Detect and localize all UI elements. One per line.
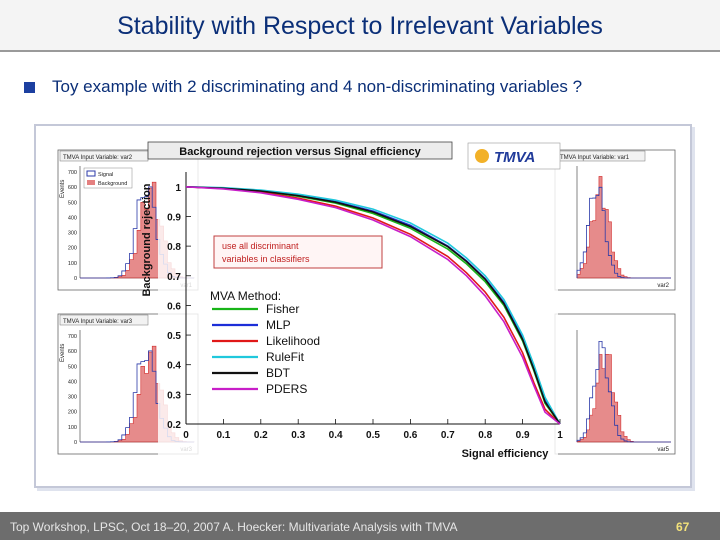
roc-legend-label-pders: PDERS: [266, 382, 307, 396]
hist-y-tick-label: 700: [68, 334, 77, 340]
signal-legend-swatch: [86, 170, 96, 177]
hist-y-tick-label: 300: [68, 395, 77, 401]
signal-histogram: [576, 340, 671, 443]
hist-y-tick-label: 700: [68, 170, 77, 176]
hist-legend-signal: Signal: [98, 172, 113, 178]
roc-legend-label-fisher: Fisher: [266, 302, 299, 316]
hist-events-label: Events: [60, 344, 66, 362]
hist-legend-box: [83, 167, 133, 189]
tmva-logo-text: TMVA: [494, 149, 535, 166]
roc-legend-label-bdt: BDT: [266, 366, 291, 380]
slide-title: Stability with Respect to Irrelevant Var…: [117, 12, 603, 40]
hist-y-tick-label: 100: [68, 425, 77, 431]
hist-y-tick-label: 600: [68, 185, 77, 191]
roc-x-tick-label: 0.9: [516, 430, 530, 441]
signal-histogram: [576, 186, 671, 279]
roc-x-tick-label: 1: [557, 430, 563, 441]
tmva-logo-icon: [475, 149, 489, 163]
hist-y-tick-label: 200: [68, 246, 77, 252]
hist-y-tick-label: 400: [68, 379, 77, 385]
roc-title-box: [147, 141, 453, 160]
roc-curve-pders: [185, 186, 561, 425]
hist-x-label: var2: [657, 283, 669, 289]
roc-curve-rulefit: [185, 186, 561, 425]
bullet-marker: [24, 82, 35, 93]
roc-y-tick-label: 0.2: [167, 420, 181, 431]
hist-y-tick-label: 600: [68, 349, 77, 355]
roc-y-tick-label: 0.4: [167, 361, 181, 372]
hist-y-tick-label: 300: [68, 231, 77, 237]
hist-y-tick-label: 100: [68, 261, 77, 267]
footer-text: Top Workshop, LPSC, Oct 18–20, 2007 A. H…: [10, 520, 458, 534]
roc-x-tick-label: 0: [183, 430, 189, 441]
title-bar: [0, 0, 720, 52]
roc-y-tick-label: 0.8: [167, 242, 181, 253]
hist-events-label: Events: [60, 180, 66, 198]
hist-title-box: [59, 314, 149, 326]
roc-x-tick-label: 0.8: [478, 430, 492, 441]
roc-y-tick-label: 0.6: [167, 301, 181, 312]
hist-title: TMVA Input Variable: var3: [63, 319, 133, 325]
bullet-text: Toy example with 2 discriminating and 4 …: [52, 77, 583, 96]
hist-title: TMVA Input Variable: var1: [560, 155, 630, 161]
footer-bar: [0, 512, 720, 540]
roc-backdrop: [158, 146, 558, 466]
roc-y-tick-label: 0.9: [167, 212, 181, 223]
roc-x-tick-label: 0.1: [216, 430, 230, 441]
roc-x-label: Signal efficiency: [462, 448, 550, 460]
hist-title: TMVA Input Variable: var2: [63, 155, 133, 161]
roc-x-tick-label: 0.2: [254, 430, 268, 441]
roc-legend-title: MVA Method:: [210, 289, 281, 303]
roc-curve-bdt: [185, 186, 561, 425]
roc-legend-label-likelihood: Likelihood: [266, 334, 320, 348]
roc-y-tick-label: 0.5: [167, 331, 181, 342]
roc-title: Background rejection versus Signal effic…: [179, 146, 421, 158]
roc-x-tick-label: 0.4: [329, 430, 343, 441]
hist-y-tick-label: 200: [68, 410, 77, 416]
hist-y-tick-label: 0: [74, 276, 77, 282]
roc-x-tick-label: 0.7: [441, 430, 455, 441]
hist-y-tick-label: 0: [74, 440, 77, 446]
roc-y-tick-label: 0.7: [167, 272, 181, 283]
roc-legend-label-rulefit: RuleFit: [266, 350, 305, 364]
roc-x-tick-label: 0.6: [403, 430, 417, 441]
roc-y-tick-label: 1: [175, 183, 181, 194]
roc-y-tick-label: 0.3: [167, 390, 181, 401]
background-legend-swatch: [87, 180, 95, 185]
annotation-text-line-1: use all discriminant: [222, 241, 299, 251]
roc-x-tick-label: 0.5: [366, 430, 380, 441]
page-number: 67: [676, 520, 690, 534]
hist-x-label: var5: [657, 447, 669, 453]
hist-legend-background: Background: [98, 181, 127, 187]
roc-y-label: Background rejection: [141, 183, 153, 296]
roc-x-tick-label: 0.3: [291, 430, 305, 441]
roc-legend-label-mlp: MLP: [266, 318, 291, 332]
hist-y-tick-label: 500: [68, 200, 77, 206]
hist-y-tick-label: 400: [68, 215, 77, 221]
annotation-text-line-2: variables in classifiers: [222, 254, 310, 264]
hist-y-tick-label: 500: [68, 364, 77, 370]
annotation-box: [213, 235, 383, 269]
